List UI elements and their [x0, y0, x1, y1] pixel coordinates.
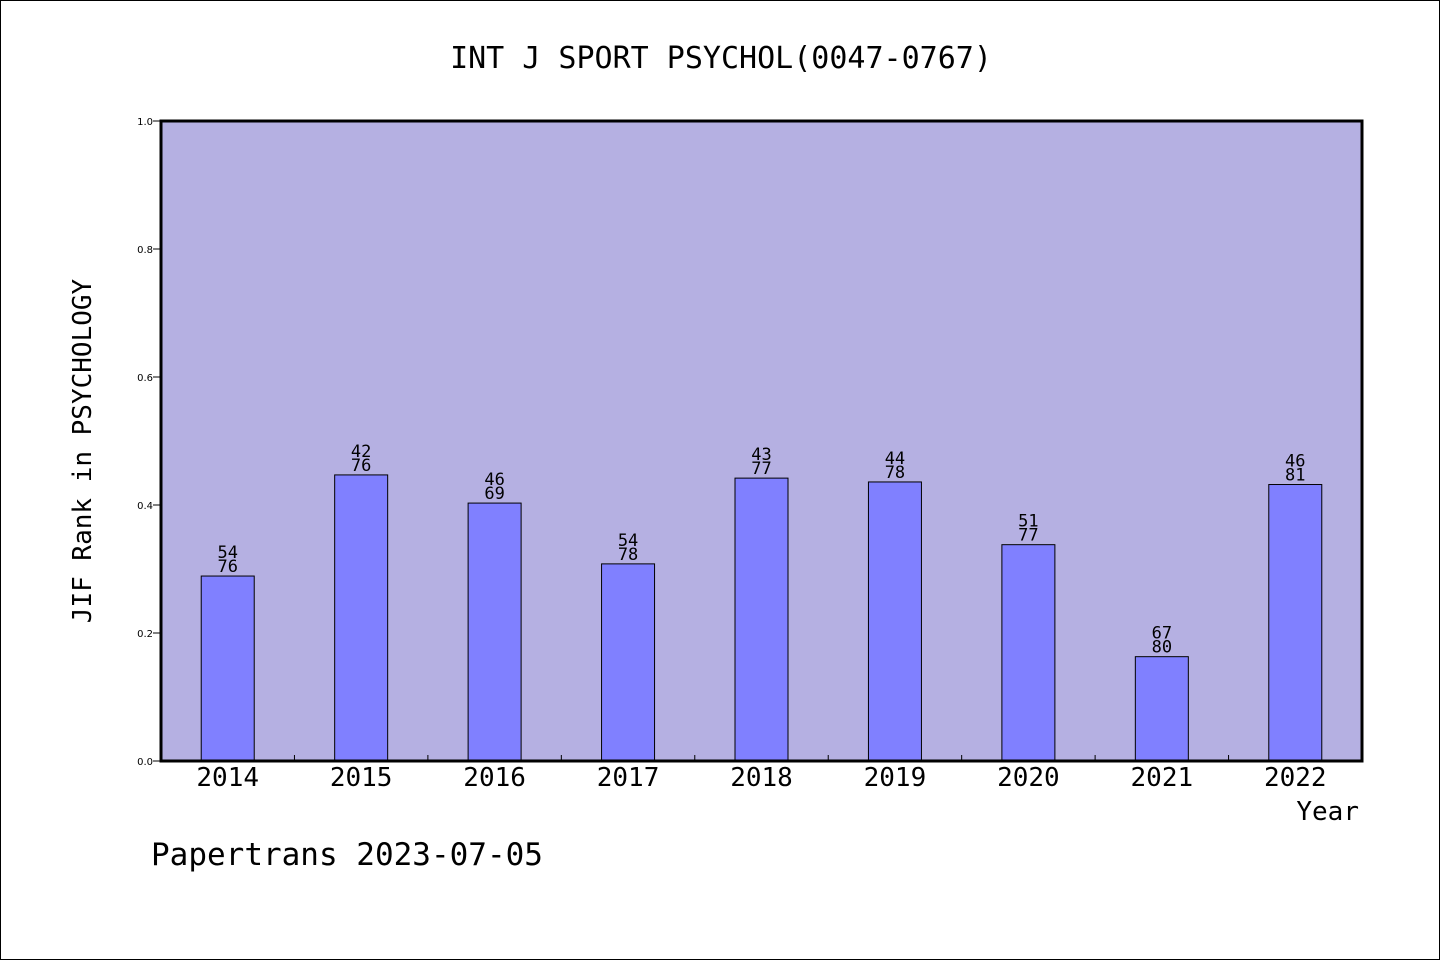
bar-label-bottom-2021: 80 [1152, 638, 1172, 658]
x-tick-label-2015: 2015 [330, 763, 393, 793]
bar-label-top-2022: 46 [1285, 452, 1305, 472]
bar-label-bottom-2018: 77 [751, 459, 771, 479]
bar-label-top-2014: 54 [217, 543, 237, 563]
chart-title: INT J SPORT PSYCHOL(0047-0767) [450, 41, 992, 76]
bar-label-top-2016: 46 [484, 470, 504, 490]
bar-2016 [467, 502, 522, 762]
y-axis-label: JIF Rank in PSYCHOLOGY [68, 278, 98, 623]
x-tick-label-2016: 2016 [463, 763, 526, 793]
bar-label-top-2020: 51 [1018, 512, 1038, 532]
bar-2015 [334, 474, 389, 762]
bar-label-bottom-2019: 78 [885, 463, 905, 483]
y-tick-label: 0.4 [137, 501, 153, 512]
bar-label-bottom-2020: 77 [1018, 526, 1038, 546]
bar-label-top-2017: 54 [618, 531, 638, 551]
bar-2018 [734, 477, 789, 762]
y-ticks-group: 0.0 0.2 0.4 0.6 0.8 1.0 [137, 117, 161, 768]
bar-2021 [1134, 656, 1189, 762]
y-tick-label: 0.2 [137, 629, 153, 640]
x-tick-label-2019: 2019 [864, 763, 927, 793]
x-tick-label-2020: 2020 [997, 763, 1060, 793]
y-tick-label: 1.0 [137, 117, 153, 128]
footer-text: Papertrans 2023-07-05 [151, 837, 543, 873]
bar-label-bottom-2022: 81 [1285, 466, 1305, 486]
y-tick-label: 0.0 [137, 757, 153, 768]
x-tick-label-2014: 2014 [196, 763, 259, 793]
bar-label-bottom-2016: 69 [484, 484, 504, 504]
bar-label-top-2019: 44 [885, 449, 905, 469]
plot-border [159, 119, 1364, 763]
bar-label-top-2018: 43 [751, 445, 771, 465]
y-tick-label: 0.8 [137, 245, 153, 256]
x-axis-label: Year [1296, 797, 1359, 827]
bar-label-bottom-2015: 76 [351, 456, 371, 476]
x-tick-label-2018: 2018 [730, 763, 793, 793]
bars-group [200, 474, 1323, 762]
bar-2019 [867, 481, 922, 762]
bar-label-top-2021: 67 [1152, 624, 1172, 644]
bar-2017 [601, 563, 656, 762]
y-tick-label: 0.6 [137, 373, 153, 384]
x-tick-label-2022: 2022 [1264, 763, 1327, 793]
bar-label-bottom-2014: 76 [217, 557, 237, 577]
x-ticks-group: 2014 2015 2016 2017 2018 2019 2020 2021 2022 [196, 755, 1327, 793]
bar-label-bottom-2017: 78 [618, 545, 638, 565]
x-tick-label-2021: 2021 [1131, 763, 1194, 793]
x-tick-label-2017: 2017 [597, 763, 660, 793]
bar-2020 [1001, 544, 1056, 762]
bar-2014 [200, 575, 255, 762]
bar-2022 [1268, 484, 1323, 762]
bar-label-top-2015: 42 [351, 442, 371, 462]
